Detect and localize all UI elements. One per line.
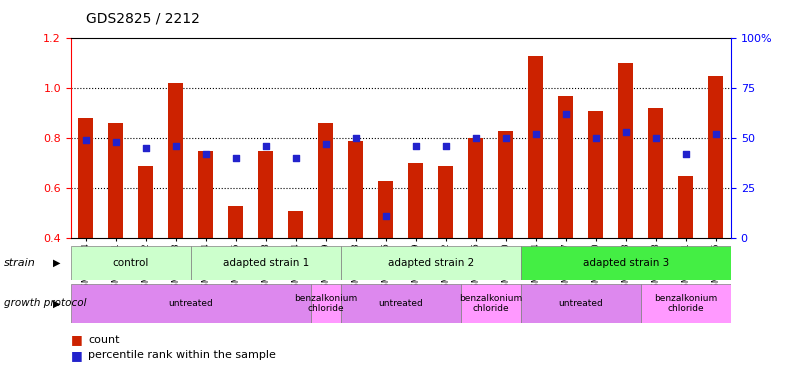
Point — [109, 139, 122, 145]
Bar — [589, 111, 604, 238]
Point — [350, 135, 362, 141]
Text: ■: ■ — [71, 349, 83, 362]
Text: adapted strain 3: adapted strain 3 — [582, 258, 669, 268]
Bar — [641, 284, 731, 323]
Bar — [79, 118, 94, 238]
Point — [619, 129, 632, 135]
Text: untreated: untreated — [168, 299, 213, 308]
Text: ▶: ▶ — [53, 298, 61, 308]
Bar — [168, 83, 183, 238]
Bar — [521, 284, 641, 323]
Text: GDS2825 / 2212: GDS2825 / 2212 — [86, 12, 200, 25]
Point — [320, 141, 332, 147]
Point — [139, 145, 152, 151]
Text: count: count — [88, 335, 119, 345]
Bar — [341, 246, 521, 280]
Bar — [138, 166, 153, 238]
Point — [590, 135, 602, 141]
Bar — [341, 284, 461, 323]
Bar — [409, 163, 424, 238]
Bar — [71, 284, 310, 323]
Bar — [498, 131, 513, 238]
Text: benzalkonium
chloride: benzalkonium chloride — [459, 294, 523, 313]
Point — [230, 155, 242, 161]
Text: growth protocol: growth protocol — [4, 298, 86, 308]
Bar — [521, 246, 731, 280]
Text: untreated: untreated — [559, 299, 604, 308]
Point — [289, 155, 302, 161]
Point — [469, 135, 482, 141]
Text: percentile rank within the sample: percentile rank within the sample — [88, 350, 276, 360]
Point — [710, 131, 722, 137]
Point — [650, 135, 663, 141]
Point — [439, 143, 452, 149]
Point — [79, 137, 92, 143]
Point — [500, 135, 512, 141]
Bar — [619, 63, 634, 238]
Bar — [191, 246, 341, 280]
Point — [410, 143, 422, 149]
Point — [560, 111, 572, 118]
Bar — [708, 76, 723, 238]
Text: control: control — [112, 258, 149, 268]
Bar — [310, 284, 341, 323]
Bar — [348, 141, 363, 238]
Bar — [558, 96, 574, 238]
Point — [200, 151, 212, 157]
Text: adapted strain 2: adapted strain 2 — [387, 258, 474, 268]
Bar — [228, 206, 244, 238]
Bar — [648, 108, 663, 238]
Bar — [71, 246, 191, 280]
Bar — [318, 123, 333, 238]
Bar — [259, 151, 274, 238]
Point — [170, 143, 182, 149]
Bar — [678, 176, 693, 238]
Text: benzalkonium
chloride: benzalkonium chloride — [654, 294, 718, 313]
Point — [530, 131, 542, 137]
Text: ■: ■ — [71, 333, 83, 346]
Bar — [439, 166, 454, 238]
Text: ▶: ▶ — [53, 258, 61, 268]
Bar — [288, 210, 303, 238]
Point — [259, 143, 272, 149]
Text: untreated: untreated — [379, 299, 423, 308]
Text: benzalkonium
chloride: benzalkonium chloride — [294, 294, 358, 313]
Point — [680, 151, 692, 157]
Bar — [468, 138, 483, 238]
Text: strain: strain — [4, 258, 35, 268]
Text: adapted strain 1: adapted strain 1 — [222, 258, 309, 268]
Bar — [108, 123, 123, 238]
Bar — [461, 284, 521, 323]
Bar — [378, 180, 393, 238]
Point — [380, 213, 392, 219]
Bar — [198, 151, 213, 238]
Bar — [528, 56, 543, 238]
